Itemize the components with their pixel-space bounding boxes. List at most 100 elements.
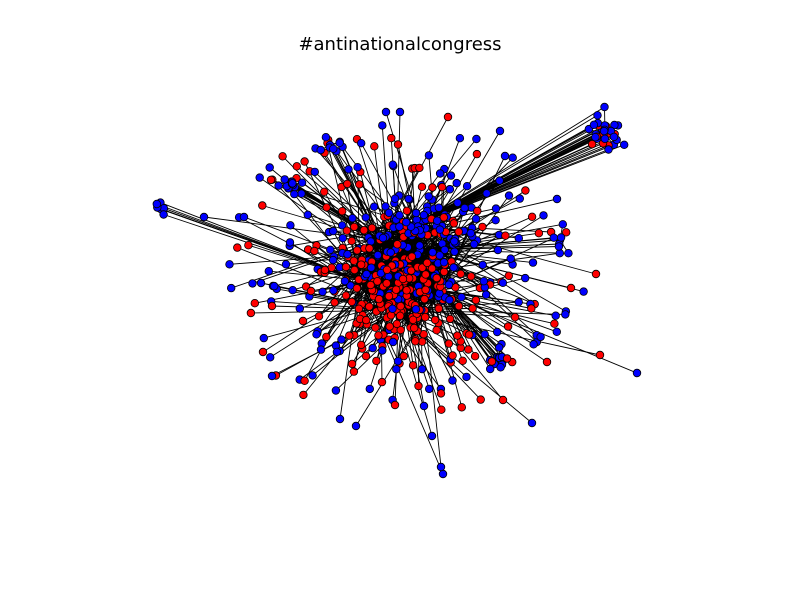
graph-node-blue bbox=[462, 181, 472, 191]
graph-node-red bbox=[258, 201, 267, 210]
graph-node-red bbox=[352, 246, 362, 255]
graph-node-blue bbox=[340, 276, 350, 286]
graph-node-red bbox=[427, 264, 437, 273]
graph-node-blue bbox=[496, 363, 505, 372]
graph-edge bbox=[439, 289, 548, 363]
graph-node-blue bbox=[556, 233, 566, 242]
graph-node-blue bbox=[609, 132, 619, 142]
graph-node-red bbox=[345, 331, 354, 340]
graph-node-red bbox=[456, 269, 465, 279]
graph-title: #antinationalcongress bbox=[298, 34, 502, 55]
graph-node-blue bbox=[226, 283, 236, 293]
graph-node-blue bbox=[357, 138, 366, 148]
graph-node-red bbox=[457, 403, 466, 412]
graph-node-red bbox=[458, 356, 467, 365]
graph-node-blue bbox=[449, 263, 458, 272]
graph-node-red bbox=[382, 279, 391, 288]
graph-node-red bbox=[322, 203, 331, 212]
graph-node-red bbox=[470, 352, 480, 361]
graph-node-blue bbox=[367, 263, 376, 272]
graph-node-blue bbox=[390, 194, 400, 203]
graph-node-blue bbox=[434, 203, 444, 212]
graph-node-red bbox=[428, 183, 437, 192]
graph-node-red bbox=[362, 315, 371, 325]
graph-node-red bbox=[468, 304, 477, 313]
graph-node-red bbox=[292, 162, 301, 171]
graph-node-blue bbox=[455, 133, 465, 143]
graph-node-red bbox=[473, 206, 482, 216]
graph-node-blue bbox=[479, 277, 488, 286]
graph-node-blue bbox=[539, 211, 548, 220]
graph-node-red bbox=[510, 313, 520, 322]
graph-node-red bbox=[417, 182, 427, 191]
graph-node-red bbox=[408, 361, 418, 370]
graph-edge bbox=[414, 124, 595, 226]
graph-node-red bbox=[542, 357, 552, 367]
graph-node-blue bbox=[264, 267, 273, 276]
graph-node-red bbox=[278, 152, 287, 161]
graph-node-red bbox=[445, 314, 455, 324]
graph-node-blue bbox=[326, 245, 335, 254]
graph-node-red bbox=[341, 291, 351, 300]
graph-node-blue bbox=[495, 126, 505, 136]
graph-node-blue bbox=[316, 145, 325, 155]
graph-node-blue bbox=[457, 293, 466, 302]
graph-node-blue bbox=[393, 357, 403, 366]
graph-node-red bbox=[566, 283, 576, 293]
graph-node-red bbox=[357, 340, 366, 350]
graph-node-red bbox=[420, 294, 429, 304]
graph-node-blue bbox=[365, 384, 374, 394]
graph-node-blue bbox=[395, 222, 404, 231]
graph-node-blue bbox=[366, 237, 375, 246]
graph-node-blue bbox=[335, 138, 344, 147]
graph-node-blue bbox=[381, 107, 391, 117]
graph-node-blue bbox=[270, 281, 279, 291]
graph-node-red bbox=[595, 350, 605, 360]
graph-node-blue bbox=[469, 239, 479, 249]
graph-node-red bbox=[503, 322, 513, 331]
graph-node-blue bbox=[332, 347, 342, 357]
graph-node-blue bbox=[411, 305, 421, 314]
graph-node-blue bbox=[462, 372, 471, 382]
graph-node-blue bbox=[329, 144, 338, 153]
graph-node-blue bbox=[439, 258, 449, 267]
graph-node-red bbox=[437, 405, 446, 414]
graph-node-red bbox=[408, 315, 418, 324]
graph-node-red bbox=[504, 271, 513, 280]
graph-node-blue bbox=[528, 258, 538, 267]
graph-node-red bbox=[396, 325, 405, 335]
graph-node-blue bbox=[297, 189, 306, 198]
graph-node-red bbox=[359, 225, 369, 235]
graph-node-blue bbox=[351, 421, 361, 431]
graph-node-red bbox=[521, 186, 530, 195]
graph-node-blue bbox=[388, 160, 397, 169]
graph-node-blue bbox=[495, 176, 504, 185]
graph-node-blue bbox=[444, 280, 454, 289]
graph-node-blue bbox=[448, 376, 457, 385]
graph-node-red bbox=[320, 265, 330, 275]
graph-node-blue bbox=[280, 175, 289, 184]
graph-node-red bbox=[454, 227, 463, 236]
graph-node-blue bbox=[290, 189, 299, 199]
graph-node-blue bbox=[500, 151, 510, 161]
graph-node-red bbox=[421, 313, 430, 322]
graph-node-blue bbox=[478, 260, 487, 270]
graph-node-blue bbox=[436, 462, 446, 472]
graph-node-red bbox=[402, 206, 412, 215]
graph-node-red bbox=[398, 274, 408, 284]
graph-node-red bbox=[411, 337, 420, 346]
graph-node-red bbox=[410, 323, 419, 333]
nodes bbox=[152, 102, 642, 479]
graph-node-red bbox=[501, 231, 510, 240]
graph-node-red bbox=[393, 240, 402, 249]
graph-node-red bbox=[343, 179, 352, 189]
graph-node-red bbox=[338, 206, 347, 216]
graph-edge bbox=[439, 289, 541, 338]
graph-node-blue bbox=[561, 310, 570, 319]
graph-node-red bbox=[320, 187, 329, 196]
graph-node-blue bbox=[600, 102, 609, 112]
graph-node-blue bbox=[480, 330, 489, 339]
graph-node-blue bbox=[491, 215, 500, 225]
graph-node-blue bbox=[331, 386, 341, 395]
graph-node-blue bbox=[152, 199, 161, 209]
